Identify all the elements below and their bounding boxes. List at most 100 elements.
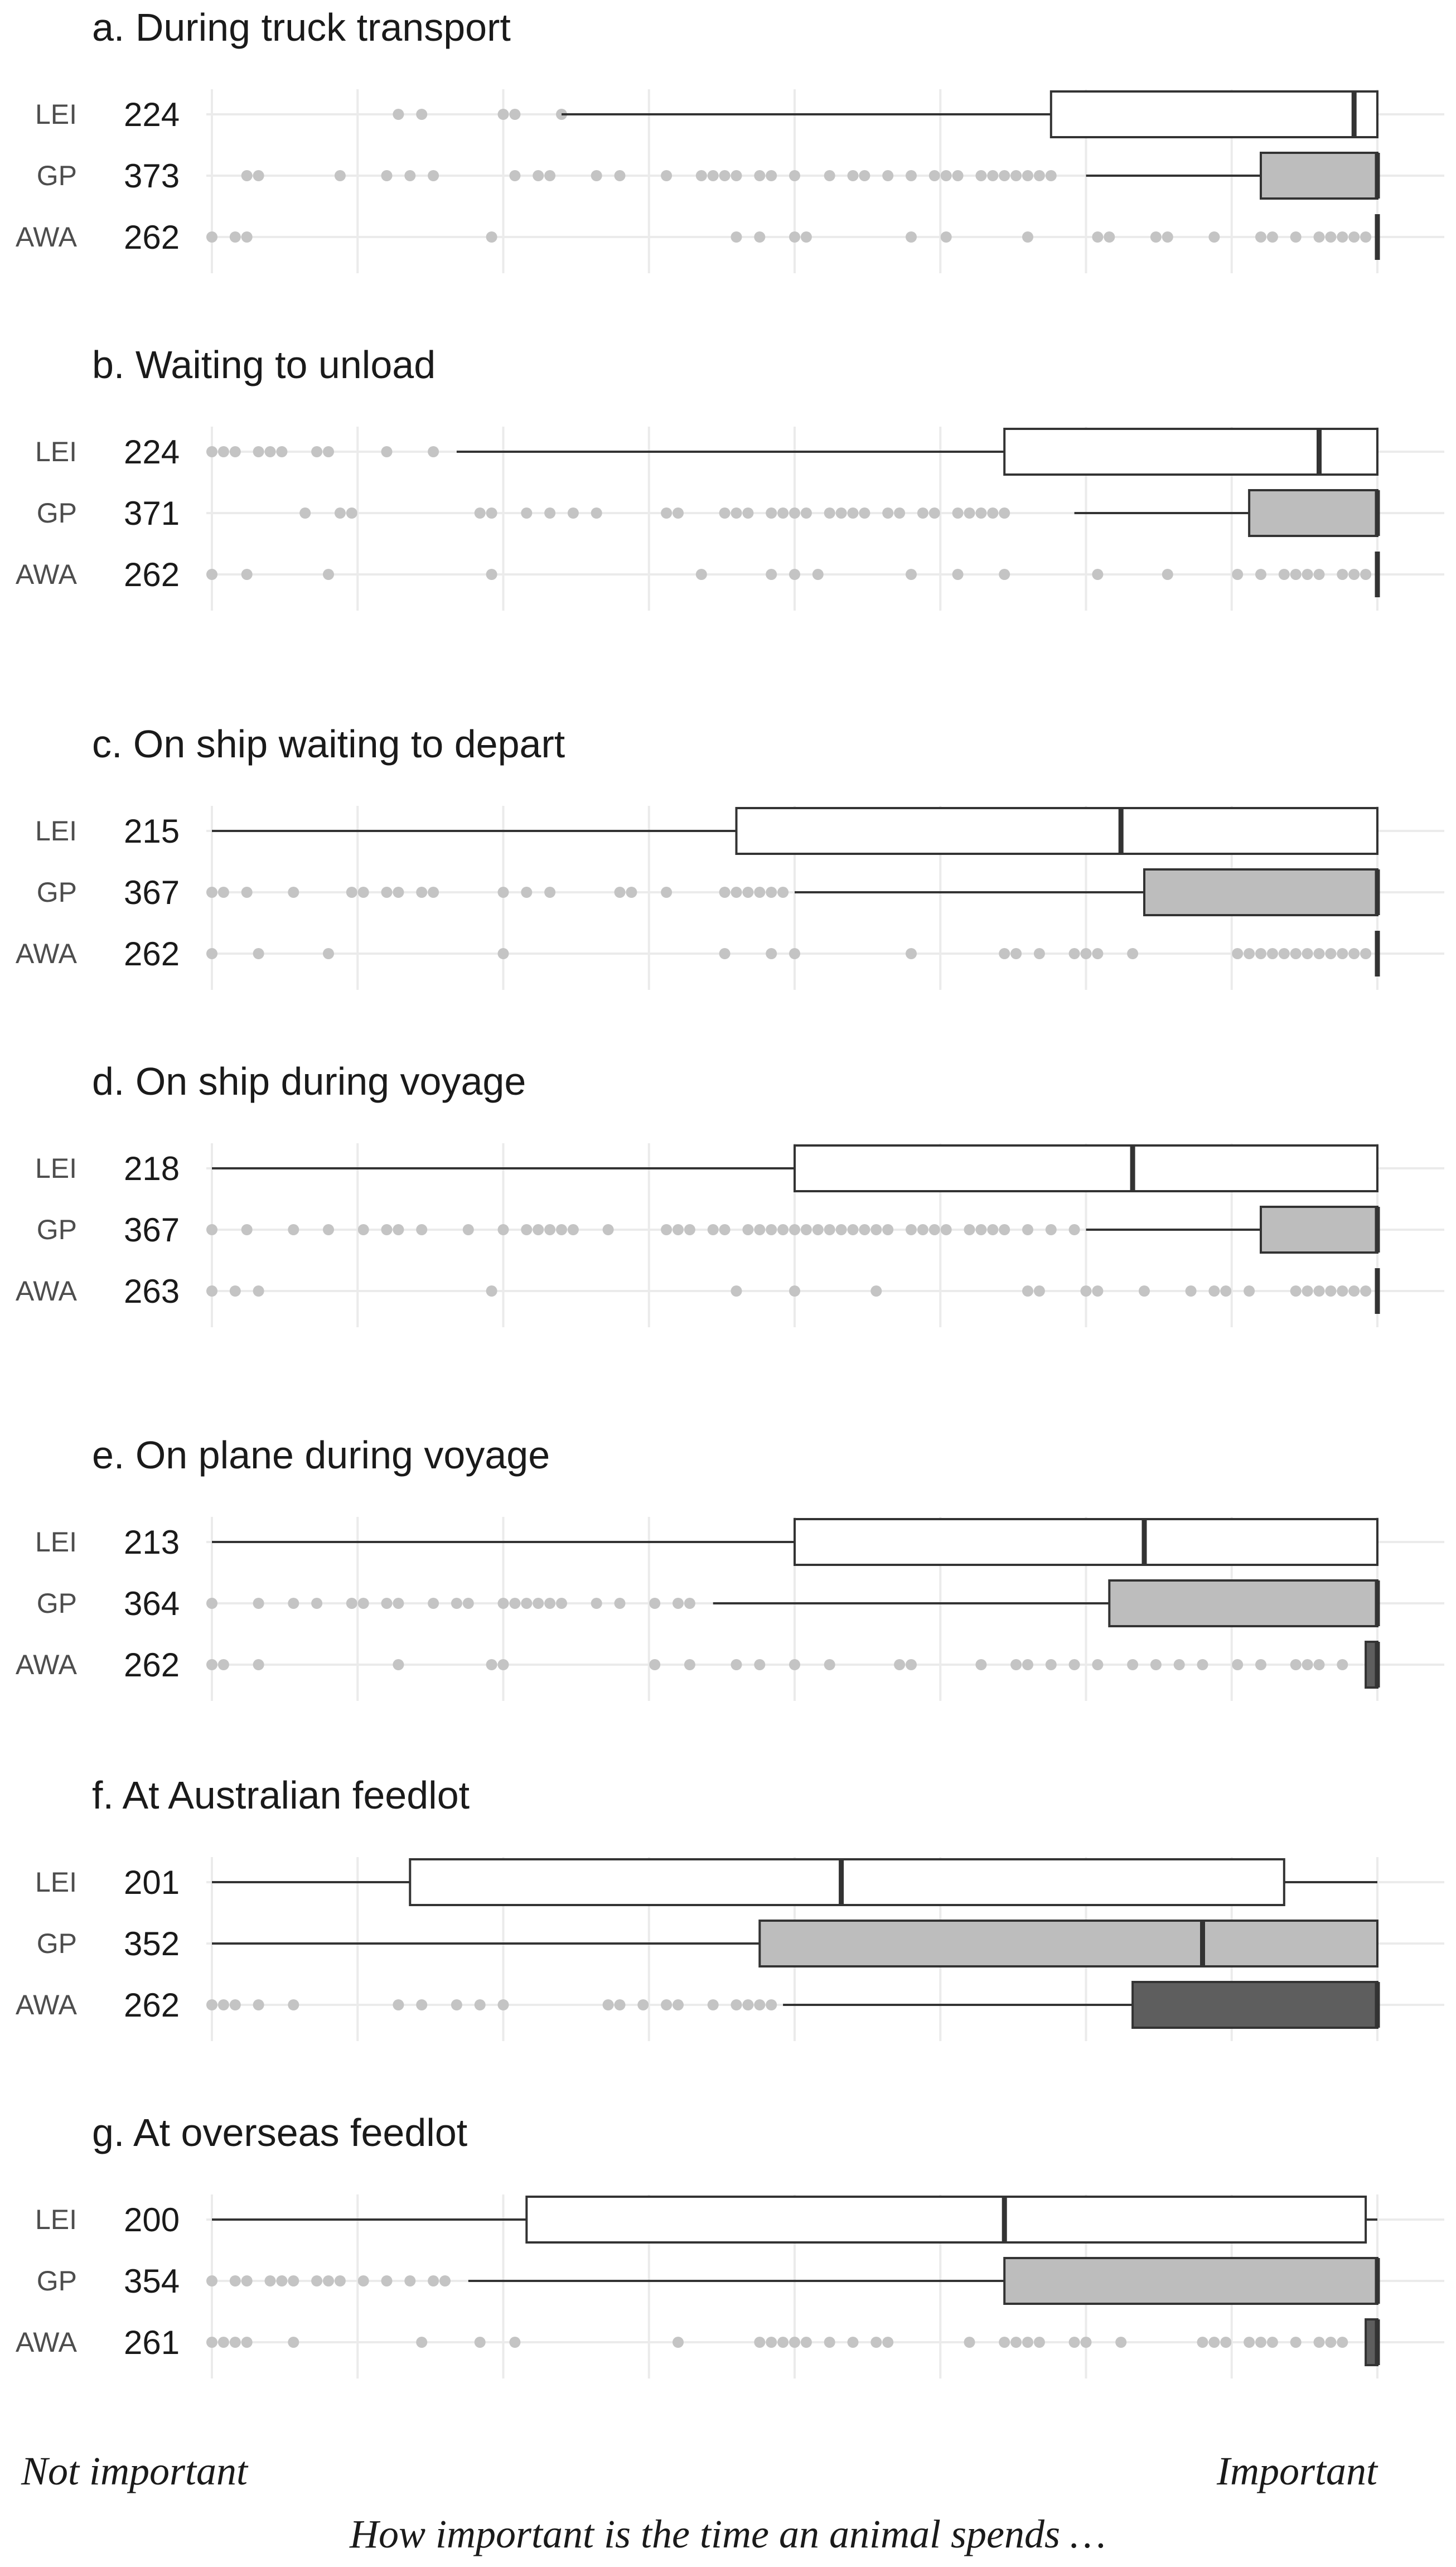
- outlier-point: [393, 1999, 404, 2010]
- outlier-point: [1244, 948, 1255, 959]
- outlier-point: [1033, 948, 1045, 959]
- outlier-point: [1302, 1659, 1313, 1670]
- outlier-point: [521, 1224, 533, 1235]
- outlier-point: [206, 231, 217, 243]
- outlier-point: [882, 170, 894, 181]
- outlier-point: [509, 2337, 521, 2348]
- outlier-point: [381, 2275, 393, 2286]
- outlier-point: [1255, 1659, 1266, 1670]
- outlier-point: [357, 1598, 369, 1609]
- outlier-point: [497, 1659, 509, 1670]
- outlier-point: [602, 1224, 614, 1235]
- outlier-point: [1255, 569, 1266, 580]
- outlier-point: [928, 1224, 940, 1235]
- outlier-point: [777, 887, 789, 898]
- outlier-point: [789, 507, 800, 519]
- outlier-point: [614, 170, 626, 181]
- outlier-point: [509, 109, 521, 120]
- outlier-point: [311, 446, 323, 457]
- outlier-point: [928, 507, 940, 519]
- outlier-point: [1348, 1285, 1360, 1297]
- iqr-box: [794, 1144, 1378, 1192]
- outlier-point: [1266, 231, 1278, 243]
- outlier-point: [999, 2337, 1010, 2348]
- outlier-point: [521, 1598, 533, 1609]
- outlier-point: [1337, 569, 1348, 580]
- outlier-point: [288, 1224, 299, 1235]
- group-label: GP: [37, 1928, 77, 1959]
- sample-size-label: 215: [124, 813, 180, 850]
- outlier-point: [952, 507, 964, 519]
- group-label: AWA: [16, 1275, 78, 1307]
- outlier-point: [882, 507, 894, 519]
- outlier-point: [462, 1598, 474, 1609]
- outlier-point: [474, 2337, 486, 2348]
- outlier-point: [206, 1224, 217, 1235]
- group-label: GP: [37, 160, 77, 191]
- outlier-point: [1104, 231, 1115, 243]
- outlier-point: [253, 1285, 264, 1297]
- outlier-point: [684, 1224, 695, 1235]
- sample-size-label: 367: [124, 874, 180, 911]
- outlier-point: [649, 1659, 661, 1670]
- iqr-box: [1003, 428, 1378, 476]
- group-label: GP: [37, 497, 77, 529]
- iqr-box: [758, 1920, 1378, 1967]
- iqr-box: [1003, 2257, 1378, 2305]
- outlier-point: [1302, 1285, 1313, 1297]
- outlier-point: [1162, 569, 1173, 580]
- panel-title: c. On ship waiting to depart: [92, 722, 565, 766]
- outlier-point: [462, 1224, 474, 1235]
- outlier-point: [1290, 2337, 1302, 2348]
- outlier-point: [323, 1224, 334, 1235]
- group-label: LEI: [35, 436, 77, 467]
- outlier-point: [229, 446, 241, 457]
- x-axis-caption: How important is the time an animal spen…: [349, 2512, 1106, 2556]
- group-label: LEI: [35, 1153, 77, 1184]
- outlier-point: [217, 2337, 229, 2348]
- outlier-point: [719, 170, 731, 181]
- outlier-point: [253, 1659, 264, 1670]
- outlier-point: [1127, 948, 1139, 959]
- outlier-point: [486, 507, 497, 519]
- outlier-point: [206, 2275, 217, 2286]
- panel-7: g. At overseas feedlot LEI 200 GP 354 AWA 261: [16, 2111, 1444, 2379]
- iqr-box: [525, 2196, 1367, 2244]
- outlier-point: [393, 109, 404, 120]
- outlier-point: [1313, 1285, 1325, 1297]
- outlier-point: [381, 887, 393, 898]
- outlier-point: [1325, 1285, 1337, 1297]
- outlier-point: [1337, 2337, 1348, 2348]
- outlier-point: [847, 507, 859, 519]
- outlier-point: [719, 1224, 731, 1235]
- sample-size-label: 262: [124, 1646, 180, 1684]
- outlier-point: [1313, 2337, 1325, 2348]
- outlier-point: [416, 887, 428, 898]
- iqr-box: [794, 1518, 1378, 1566]
- outlier-point: [217, 1659, 229, 1670]
- outlier-point: [217, 887, 229, 898]
- outlier-point: [1068, 948, 1080, 959]
- sample-size-label: 200: [124, 2201, 180, 2239]
- group-label: GP: [37, 877, 77, 908]
- outlier-point: [789, 569, 800, 580]
- sample-size-label: 364: [124, 1585, 180, 1622]
- outlier-point: [486, 569, 497, 580]
- outlier-point: [987, 507, 999, 519]
- outlier-point: [1115, 2337, 1127, 2348]
- outlier-point: [742, 1224, 754, 1235]
- outlier-point: [754, 1224, 766, 1235]
- outlier-point: [859, 507, 870, 519]
- panel-title: f. At Australian feedlot: [92, 1773, 470, 1817]
- outlier-point: [288, 1999, 299, 2010]
- outlier-point: [1092, 948, 1104, 959]
- outlier-point: [614, 1999, 626, 2010]
- outlier-point: [533, 170, 544, 181]
- outlier-point: [975, 1659, 987, 1670]
- outlier-point: [497, 948, 509, 959]
- outlier-point: [975, 1224, 987, 1235]
- outlier-point: [497, 1999, 509, 2010]
- outlier-point: [1266, 948, 1278, 959]
- outlier-point: [614, 887, 626, 898]
- outlier-point: [602, 1999, 614, 2010]
